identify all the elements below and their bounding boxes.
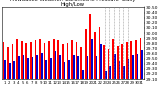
Bar bbox=[137, 54, 139, 79]
Bar bbox=[80, 47, 82, 79]
Bar bbox=[87, 56, 88, 79]
Bar bbox=[123, 66, 125, 79]
Bar bbox=[41, 52, 43, 79]
Bar bbox=[141, 50, 143, 79]
Bar bbox=[9, 63, 11, 79]
Bar bbox=[117, 46, 119, 79]
Bar bbox=[89, 14, 91, 79]
Bar bbox=[112, 39, 114, 79]
Bar bbox=[21, 41, 23, 79]
Bar bbox=[91, 39, 93, 79]
Bar bbox=[57, 40, 59, 79]
Bar bbox=[36, 55, 38, 79]
Bar bbox=[77, 56, 79, 79]
Bar bbox=[103, 45, 105, 79]
Bar bbox=[68, 60, 70, 79]
Bar bbox=[35, 40, 36, 79]
Bar bbox=[25, 43, 27, 79]
Bar bbox=[71, 40, 73, 79]
Bar bbox=[130, 41, 132, 79]
Bar bbox=[128, 59, 129, 79]
Bar bbox=[109, 66, 111, 79]
Bar bbox=[44, 43, 45, 79]
Title: Milwaukee Weather: Barometric Pressure  Daily High/Low: Milwaukee Weather: Barometric Pressure D… bbox=[10, 0, 136, 7]
Bar bbox=[100, 44, 102, 79]
Bar bbox=[55, 52, 56, 79]
Bar bbox=[76, 42, 77, 79]
Bar bbox=[85, 29, 87, 79]
Bar bbox=[59, 55, 61, 79]
Bar bbox=[12, 44, 13, 79]
Bar bbox=[132, 55, 134, 79]
Bar bbox=[64, 62, 65, 79]
Bar bbox=[67, 43, 68, 79]
Bar bbox=[30, 42, 32, 79]
Bar bbox=[82, 70, 84, 79]
Bar bbox=[105, 71, 107, 79]
Bar bbox=[108, 49, 109, 79]
Bar bbox=[96, 56, 97, 79]
Bar bbox=[39, 39, 41, 79]
Bar bbox=[99, 27, 100, 79]
Bar bbox=[121, 44, 123, 79]
Bar bbox=[27, 58, 29, 79]
Bar bbox=[13, 61, 15, 79]
Bar bbox=[48, 41, 50, 79]
Bar bbox=[18, 56, 20, 79]
Bar bbox=[94, 32, 96, 79]
Bar bbox=[140, 38, 141, 79]
Bar bbox=[126, 42, 128, 79]
Bar bbox=[7, 47, 9, 79]
Bar bbox=[73, 55, 75, 79]
Bar bbox=[62, 44, 64, 79]
Bar bbox=[16, 39, 18, 79]
Bar bbox=[3, 42, 4, 79]
Bar bbox=[119, 61, 120, 79]
Bar bbox=[4, 60, 6, 79]
Bar bbox=[50, 58, 52, 79]
Bar bbox=[45, 60, 47, 79]
Bar bbox=[32, 57, 33, 79]
Bar bbox=[114, 54, 116, 79]
Bar bbox=[53, 39, 55, 79]
Bar bbox=[23, 55, 24, 79]
Bar bbox=[135, 40, 137, 79]
